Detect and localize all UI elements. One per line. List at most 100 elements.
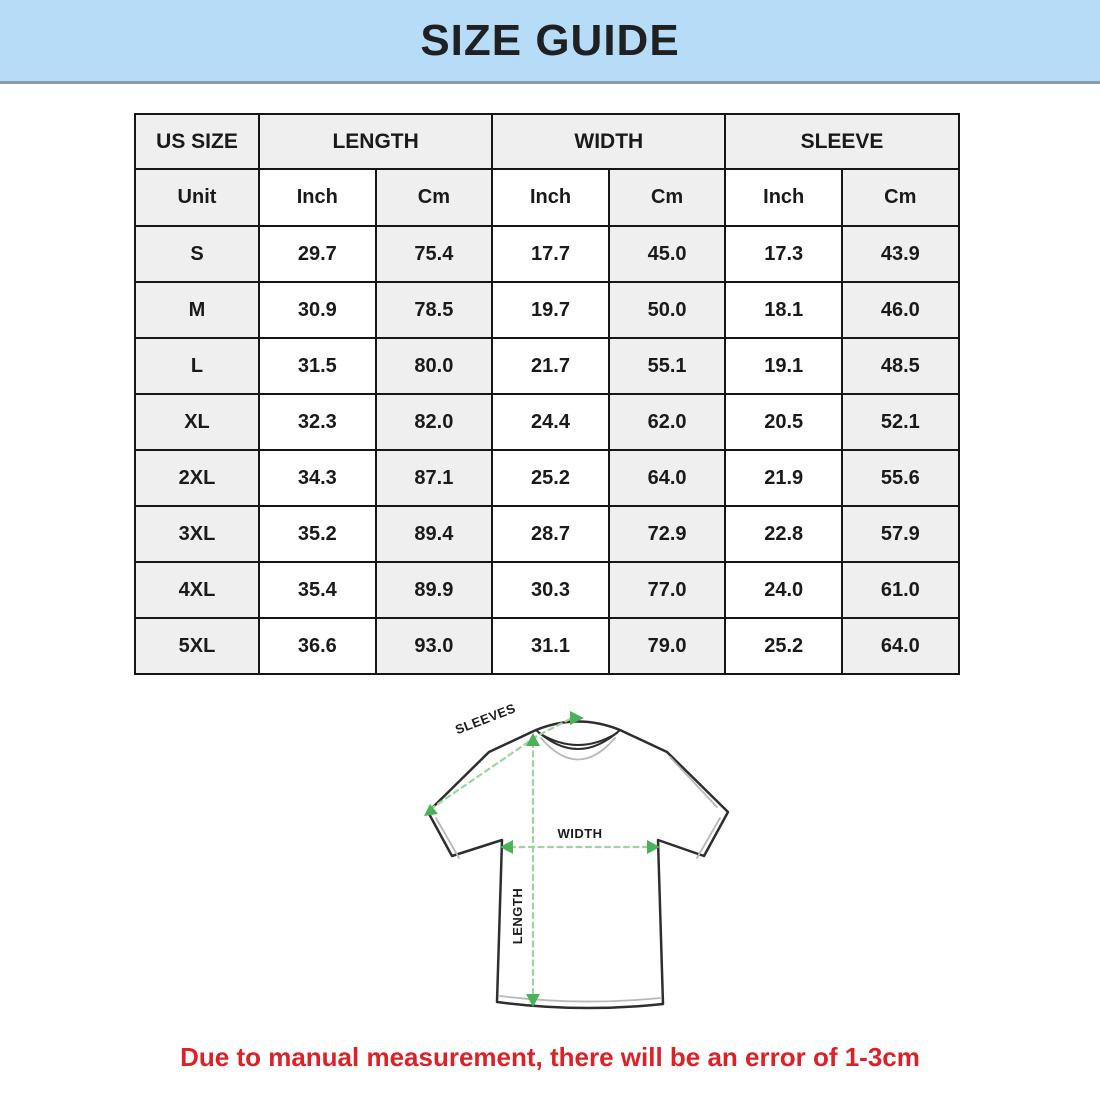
collar-inner-line [538,732,618,746]
table-unit-row: Unit Inch Cm Inch Cm Inch Cm [134,168,960,227]
length-arrowhead-top [526,733,540,746]
table-row-2xl: 2XL 34.3 87.1 25.2 64.0 21.9 55.6 [134,449,960,507]
tshirt-measurement-diagram: SLEEVES WIDTH LENGTH [0,690,1100,1042]
measure-cell: 77.0 [607,561,727,619]
length-label: LENGTH [510,888,525,944]
measure-cell: 62.0 [607,393,727,451]
sleeves-measure-line [430,717,572,810]
measure-cell: 72.9 [607,505,727,563]
table-row-xl: XL 32.3 82.0 24.4 62.0 20.5 52.1 [134,393,960,451]
width-arrowhead-right [647,840,660,854]
measure-cell: 48.5 [841,337,960,395]
sleeves-label: SLEEVES [453,700,518,737]
unit-cell: Cm [607,168,727,227]
right-cuff-rib-line [696,817,721,859]
size-cell: L [134,337,260,395]
right-sleeve-highlight-line [669,756,718,808]
table-row-3xl: 3XL 35.2 89.4 28.7 72.9 22.8 57.9 [134,505,960,563]
measure-cell: 19.1 [724,337,843,395]
measure-cell: 21.7 [491,337,610,395]
table-row-4xl: 4XL 35.4 89.9 30.3 77.0 24.0 61.0 [134,561,960,619]
measure-cell: 64.0 [841,617,960,675]
measure-cell: 31.5 [258,337,377,395]
measure-cell: 50.0 [607,281,727,339]
col-header-width: WIDTH [491,113,727,170]
measure-cell: 25.2 [491,449,610,507]
measure-cell: 17.7 [491,225,610,283]
measure-cell: 21.9 [724,449,843,507]
measure-cell: 30.9 [258,281,377,339]
measure-cell: 61.0 [841,561,960,619]
size-guide-banner: SIZE GUIDE [0,0,1100,84]
measure-cell: 64.0 [607,449,727,507]
col-header-length: LENGTH [257,113,494,170]
size-cell: 2XL [134,449,260,507]
col-header-sleeve: SLEEVE [724,113,960,170]
measure-cell: 87.1 [374,449,494,507]
measure-cell: 31.1 [491,617,610,675]
measure-cell: 82.0 [374,393,494,451]
collar-shadow-line [540,737,616,761]
measure-cell: 55.6 [841,449,960,507]
measure-cell: 24.0 [724,561,843,619]
measure-cell: 43.9 [841,225,960,283]
size-table: US SIZE LENGTH WIDTH SLEEVE Unit Inch Cm… [134,113,960,675]
table-row-m: M 30.9 78.5 19.7 50.0 18.1 46.0 [134,281,960,339]
width-label: WIDTH [557,826,602,841]
measure-cell: 93.0 [374,617,494,675]
measure-cell: 57.9 [841,505,960,563]
measure-cell: 32.3 [258,393,377,451]
unit-cell: Unit [134,168,260,227]
measure-cell: 52.1 [841,393,960,451]
left-cuff-rib-line [435,817,460,859]
page-title: SIZE GUIDE [420,15,680,65]
measure-cell: 25.2 [724,617,843,675]
measure-cell: 35.4 [258,561,377,619]
measure-cell: 45.0 [607,225,727,283]
table-header-row: US SIZE LENGTH WIDTH SLEEVE [134,113,960,170]
measure-cell: 28.7 [491,505,610,563]
measure-cell: 22.8 [724,505,843,563]
size-cell: 3XL [134,505,260,563]
tshirt-outline [426,720,730,1010]
size-cell: 4XL [134,561,260,619]
measure-cell: 19.7 [491,281,610,339]
measure-cell: 20.5 [724,393,843,451]
size-cell: 5XL [134,617,260,675]
measure-cell: 75.4 [374,225,494,283]
unit-cell: Cm [374,168,494,227]
measure-cell: 79.0 [607,617,727,675]
length-arrowhead-bottom [526,994,540,1007]
measure-cell: 46.0 [841,281,960,339]
col-header-us-size: US SIZE [134,113,260,170]
measure-cell: 89.9 [374,561,494,619]
measure-cell: 29.7 [258,225,377,283]
sleeves-arrowhead-top [570,711,584,725]
table-row-s: S 29.7 75.4 17.7 45.0 17.3 43.9 [134,225,960,283]
size-cell: XL [134,393,260,451]
measure-cell: 55.1 [607,337,727,395]
size-cell: M [134,281,260,339]
measure-cell: 18.1 [724,281,843,339]
table-row-5xl: 5XL 36.6 93.0 31.1 79.0 25.2 64.0 [134,617,960,675]
table-row-l: L 31.5 80.0 21.7 55.1 19.1 48.5 [134,337,960,395]
measure-cell: 36.6 [258,617,377,675]
measure-cell: 78.5 [374,281,494,339]
measure-cell: 34.3 [258,449,377,507]
measure-cell: 17.3 [724,225,843,283]
measure-cell: 35.2 [258,505,377,563]
measure-cell: 80.0 [374,337,494,395]
measurement-disclaimer: Due to manual measurement, there will be… [180,1042,920,1072]
width-arrowhead-left [500,840,513,854]
measure-cell: 89.4 [374,505,494,563]
sleeves-arrowhead-cuff [424,804,438,816]
unit-cell: Inch [491,168,610,227]
size-cell: S [134,225,260,283]
unit-cell: Cm [841,168,960,227]
hem-rib-line [499,995,661,1003]
measure-cell: 30.3 [491,561,610,619]
unit-cell: Inch [724,168,843,227]
measure-cell: 24.4 [491,393,610,451]
unit-cell: Inch [258,168,377,227]
